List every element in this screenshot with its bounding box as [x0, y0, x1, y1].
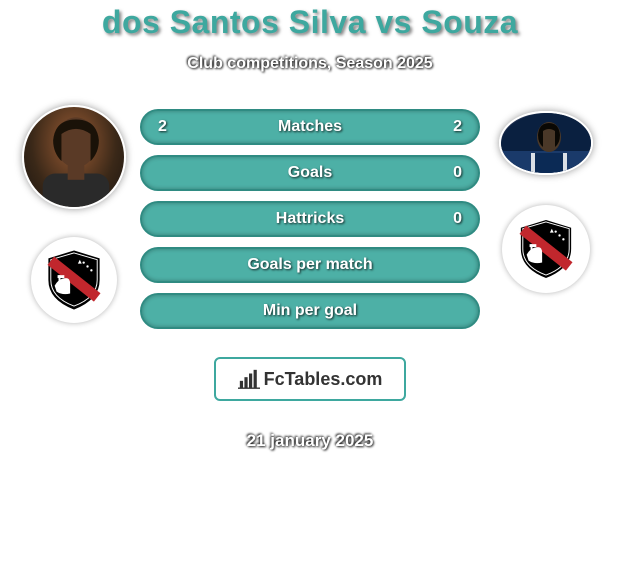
content-row: 2 Matches 2 Goals 0 Hattricks 0 Goals pe… — [0, 105, 620, 451]
stat-label: Hattricks — [276, 210, 344, 228]
player-1-club-badge — [31, 237, 117, 323]
stat-bar-mpg: Min per goal — [140, 293, 480, 329]
stat-bars: 2 Matches 2 Goals 0 Hattricks 0 Goals pe… — [134, 109, 486, 451]
right-column — [486, 105, 606, 293]
stat-right-value: 0 — [450, 210, 462, 228]
stat-right-value: 2 — [450, 118, 462, 136]
player-2-club-badge — [502, 205, 590, 293]
bar-chart-icon — [238, 368, 260, 390]
stat-right-value: 0 — [450, 164, 462, 182]
subtitle: Club competitions, Season 2025 — [187, 55, 432, 73]
brand-badge[interactable]: FcTables.com — [214, 357, 407, 401]
stat-bar-hattricks: Hattricks 0 — [140, 201, 480, 237]
comparison-card: dos Santos Silva vs Souza Club competiti… — [0, 0, 620, 451]
player-1-avatar — [22, 105, 126, 209]
stat-bar-matches: 2 Matches 2 — [140, 109, 480, 145]
stat-label: Goals — [288, 164, 332, 182]
page-title: dos Santos Silva vs Souza — [102, 4, 518, 41]
stat-bar-goals: Goals 0 — [140, 155, 480, 191]
date-text: 21 january 2025 — [247, 431, 374, 451]
stat-label: Matches — [278, 118, 342, 136]
stat-label: Goals per match — [247, 256, 372, 274]
brand-text: FcTables.com — [264, 369, 383, 390]
stat-label: Min per goal — [263, 302, 357, 320]
player-2-avatar — [499, 111, 593, 175]
left-column — [14, 105, 134, 323]
stat-left-value: 2 — [158, 118, 170, 136]
stat-bar-gpm: Goals per match — [140, 247, 480, 283]
